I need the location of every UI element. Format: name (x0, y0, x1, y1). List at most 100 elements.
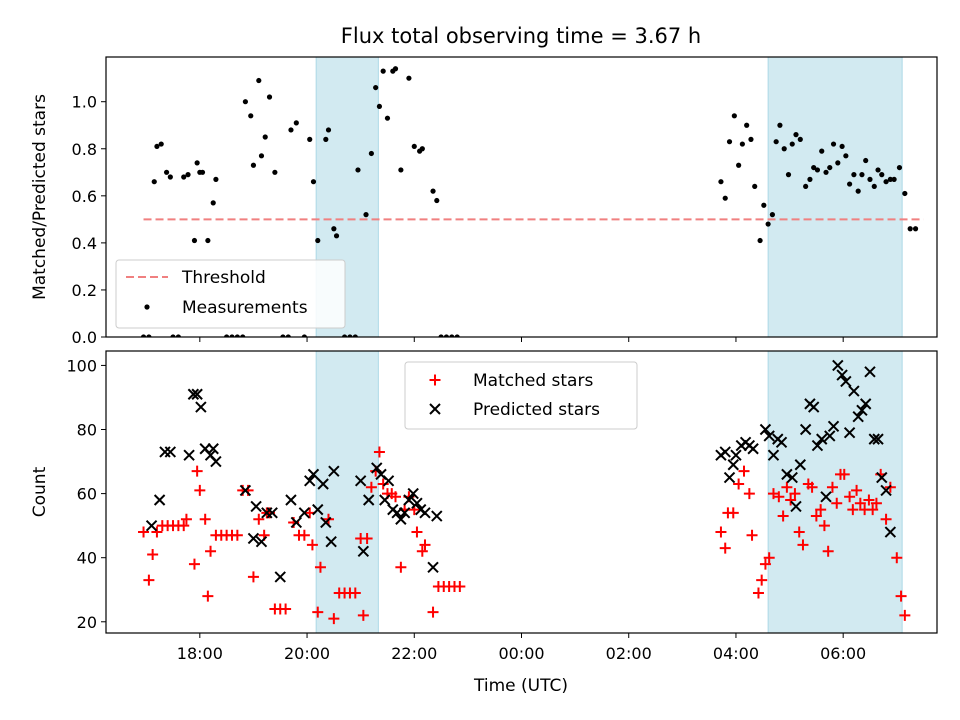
predicted-star-point (767, 449, 780, 461)
legend-predicted-swatch (429, 403, 441, 415)
predicted-star-point (164, 446, 177, 458)
measurement-point (438, 334, 444, 337)
x-tick-label: 18:00 (177, 644, 223, 663)
series-plus (138, 446, 911, 625)
measurement-point (301, 334, 307, 337)
matched-star-point (763, 552, 775, 564)
measurement-point (814, 167, 821, 173)
matched-star-point (727, 507, 739, 519)
matched-star-point (194, 484, 206, 496)
x-axis-label: Time (UTC) (473, 676, 568, 696)
measurement-point (748, 136, 754, 142)
y-axis-label: Matched/Predicted stars (30, 94, 50, 300)
measurement-point (736, 162, 742, 168)
measurement-point (789, 141, 795, 147)
x-tick-label: 06:00 (820, 644, 866, 663)
measurement-point (272, 169, 278, 175)
measurement-point (199, 169, 206, 175)
measurement-point (210, 200, 216, 206)
predicted-star-point (362, 494, 375, 506)
matched-star-point (743, 488, 755, 500)
measurement-point (181, 174, 187, 180)
measurement-point (392, 66, 399, 72)
matched-star-point (361, 532, 373, 544)
predicted-star-point (763, 430, 775, 442)
matched-star-point (138, 526, 150, 538)
measurement-point (722, 195, 728, 201)
y-tick-label: 0.0 (72, 328, 97, 347)
predicted-star-point (328, 465, 340, 477)
legend-threshold-label: Threshold (181, 268, 266, 288)
measurement-point (434, 197, 440, 204)
measurement-point (443, 334, 450, 337)
measurement-point (224, 334, 230, 337)
measurement-point (765, 221, 771, 227)
measurement-point (250, 162, 257, 168)
matched-star-point (759, 558, 771, 570)
matched-star-point (191, 465, 203, 477)
predicted-star-point (820, 491, 832, 503)
measurement-point (797, 136, 803, 142)
measurement-point (823, 169, 829, 175)
measurement-point (229, 334, 235, 337)
plot-area (138, 359, 911, 625)
predicted-star-point (848, 385, 860, 397)
predicted-star-point (290, 516, 303, 529)
count-panel: 20 40 60 80 100 18:00 20:00 22:00 00:00 02:00 04:0… (30, 350, 938, 663)
predicted-star-point (427, 561, 439, 574)
matched-star-point (797, 539, 809, 551)
measurement-point (368, 150, 374, 157)
measurement-point (875, 167, 881, 173)
measurement-point (158, 141, 164, 147)
measurement-point (234, 334, 240, 337)
predicted-star-point (312, 503, 324, 516)
predicted-star-point (864, 366, 876, 378)
measurement-point (847, 181, 853, 187)
predicted-star-point (827, 420, 840, 433)
predicted-star-point (187, 388, 200, 400)
matched-star-point (416, 545, 428, 557)
measurement-point (843, 153, 849, 159)
predicted-star-point (239, 484, 252, 497)
predicted-star-point (145, 519, 158, 532)
matched-star-point (870, 497, 882, 509)
matched-star-point (390, 491, 402, 503)
legend: Threshold Measurements (115, 259, 346, 329)
predicted-star-point (868, 433, 880, 445)
measurement-point (185, 172, 191, 178)
matched-star-point (365, 481, 377, 493)
matched-star-point (806, 481, 818, 493)
legend-matched-label: Matched stars (473, 371, 593, 391)
predicted-star-point (719, 446, 731, 458)
predicted-star-point (398, 507, 411, 519)
predicted-star-point (357, 545, 370, 557)
measurement-point (803, 183, 809, 190)
measurement-point (315, 237, 321, 244)
predicted-star-point (183, 449, 195, 461)
measurement-point (752, 183, 758, 190)
predicted-star-point (407, 487, 419, 500)
series-dot (140, 66, 919, 337)
matched-star-point (752, 587, 764, 599)
predicted-star-point (195, 401, 207, 413)
measurement-point (333, 233, 340, 239)
measurement-point (352, 334, 358, 337)
predicted-star-point (880, 484, 892, 497)
predicted-star-point (285, 494, 297, 506)
matched-star-point (202, 590, 214, 602)
measurement-point (731, 113, 737, 119)
matched-star-point (719, 542, 731, 554)
matched-star-point (715, 526, 727, 538)
predicted-star-point (207, 443, 219, 455)
measurement-point (777, 122, 783, 128)
measurement-point (902, 190, 908, 197)
measurement-point (835, 160, 841, 166)
predicted-star-point (431, 510, 443, 522)
matched-star-point (247, 571, 259, 583)
matched-star-point (844, 491, 856, 503)
measurement-point (411, 143, 417, 150)
matched-star-point (847, 504, 859, 516)
matched-star-point (427, 606, 439, 618)
matched-star-point (188, 558, 200, 570)
plot-area (140, 66, 924, 337)
